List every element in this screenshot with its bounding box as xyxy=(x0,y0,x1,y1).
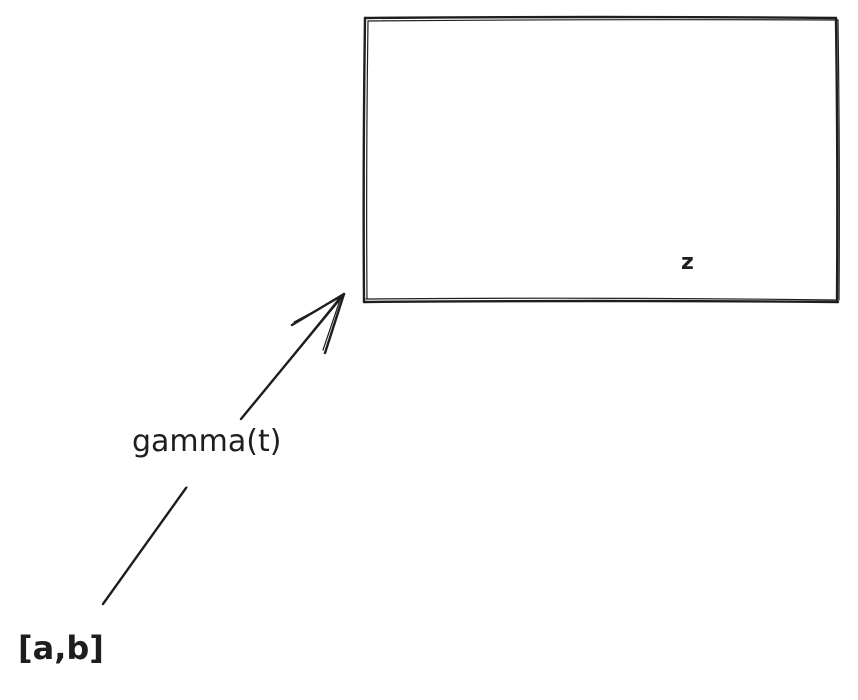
interval-label: [a,b] xyxy=(18,629,104,667)
gamma-arrow xyxy=(101,292,346,606)
region-label-z: z xyxy=(681,250,694,275)
target-rectangle xyxy=(362,15,840,304)
curve-label: gamma(t) xyxy=(132,424,282,459)
